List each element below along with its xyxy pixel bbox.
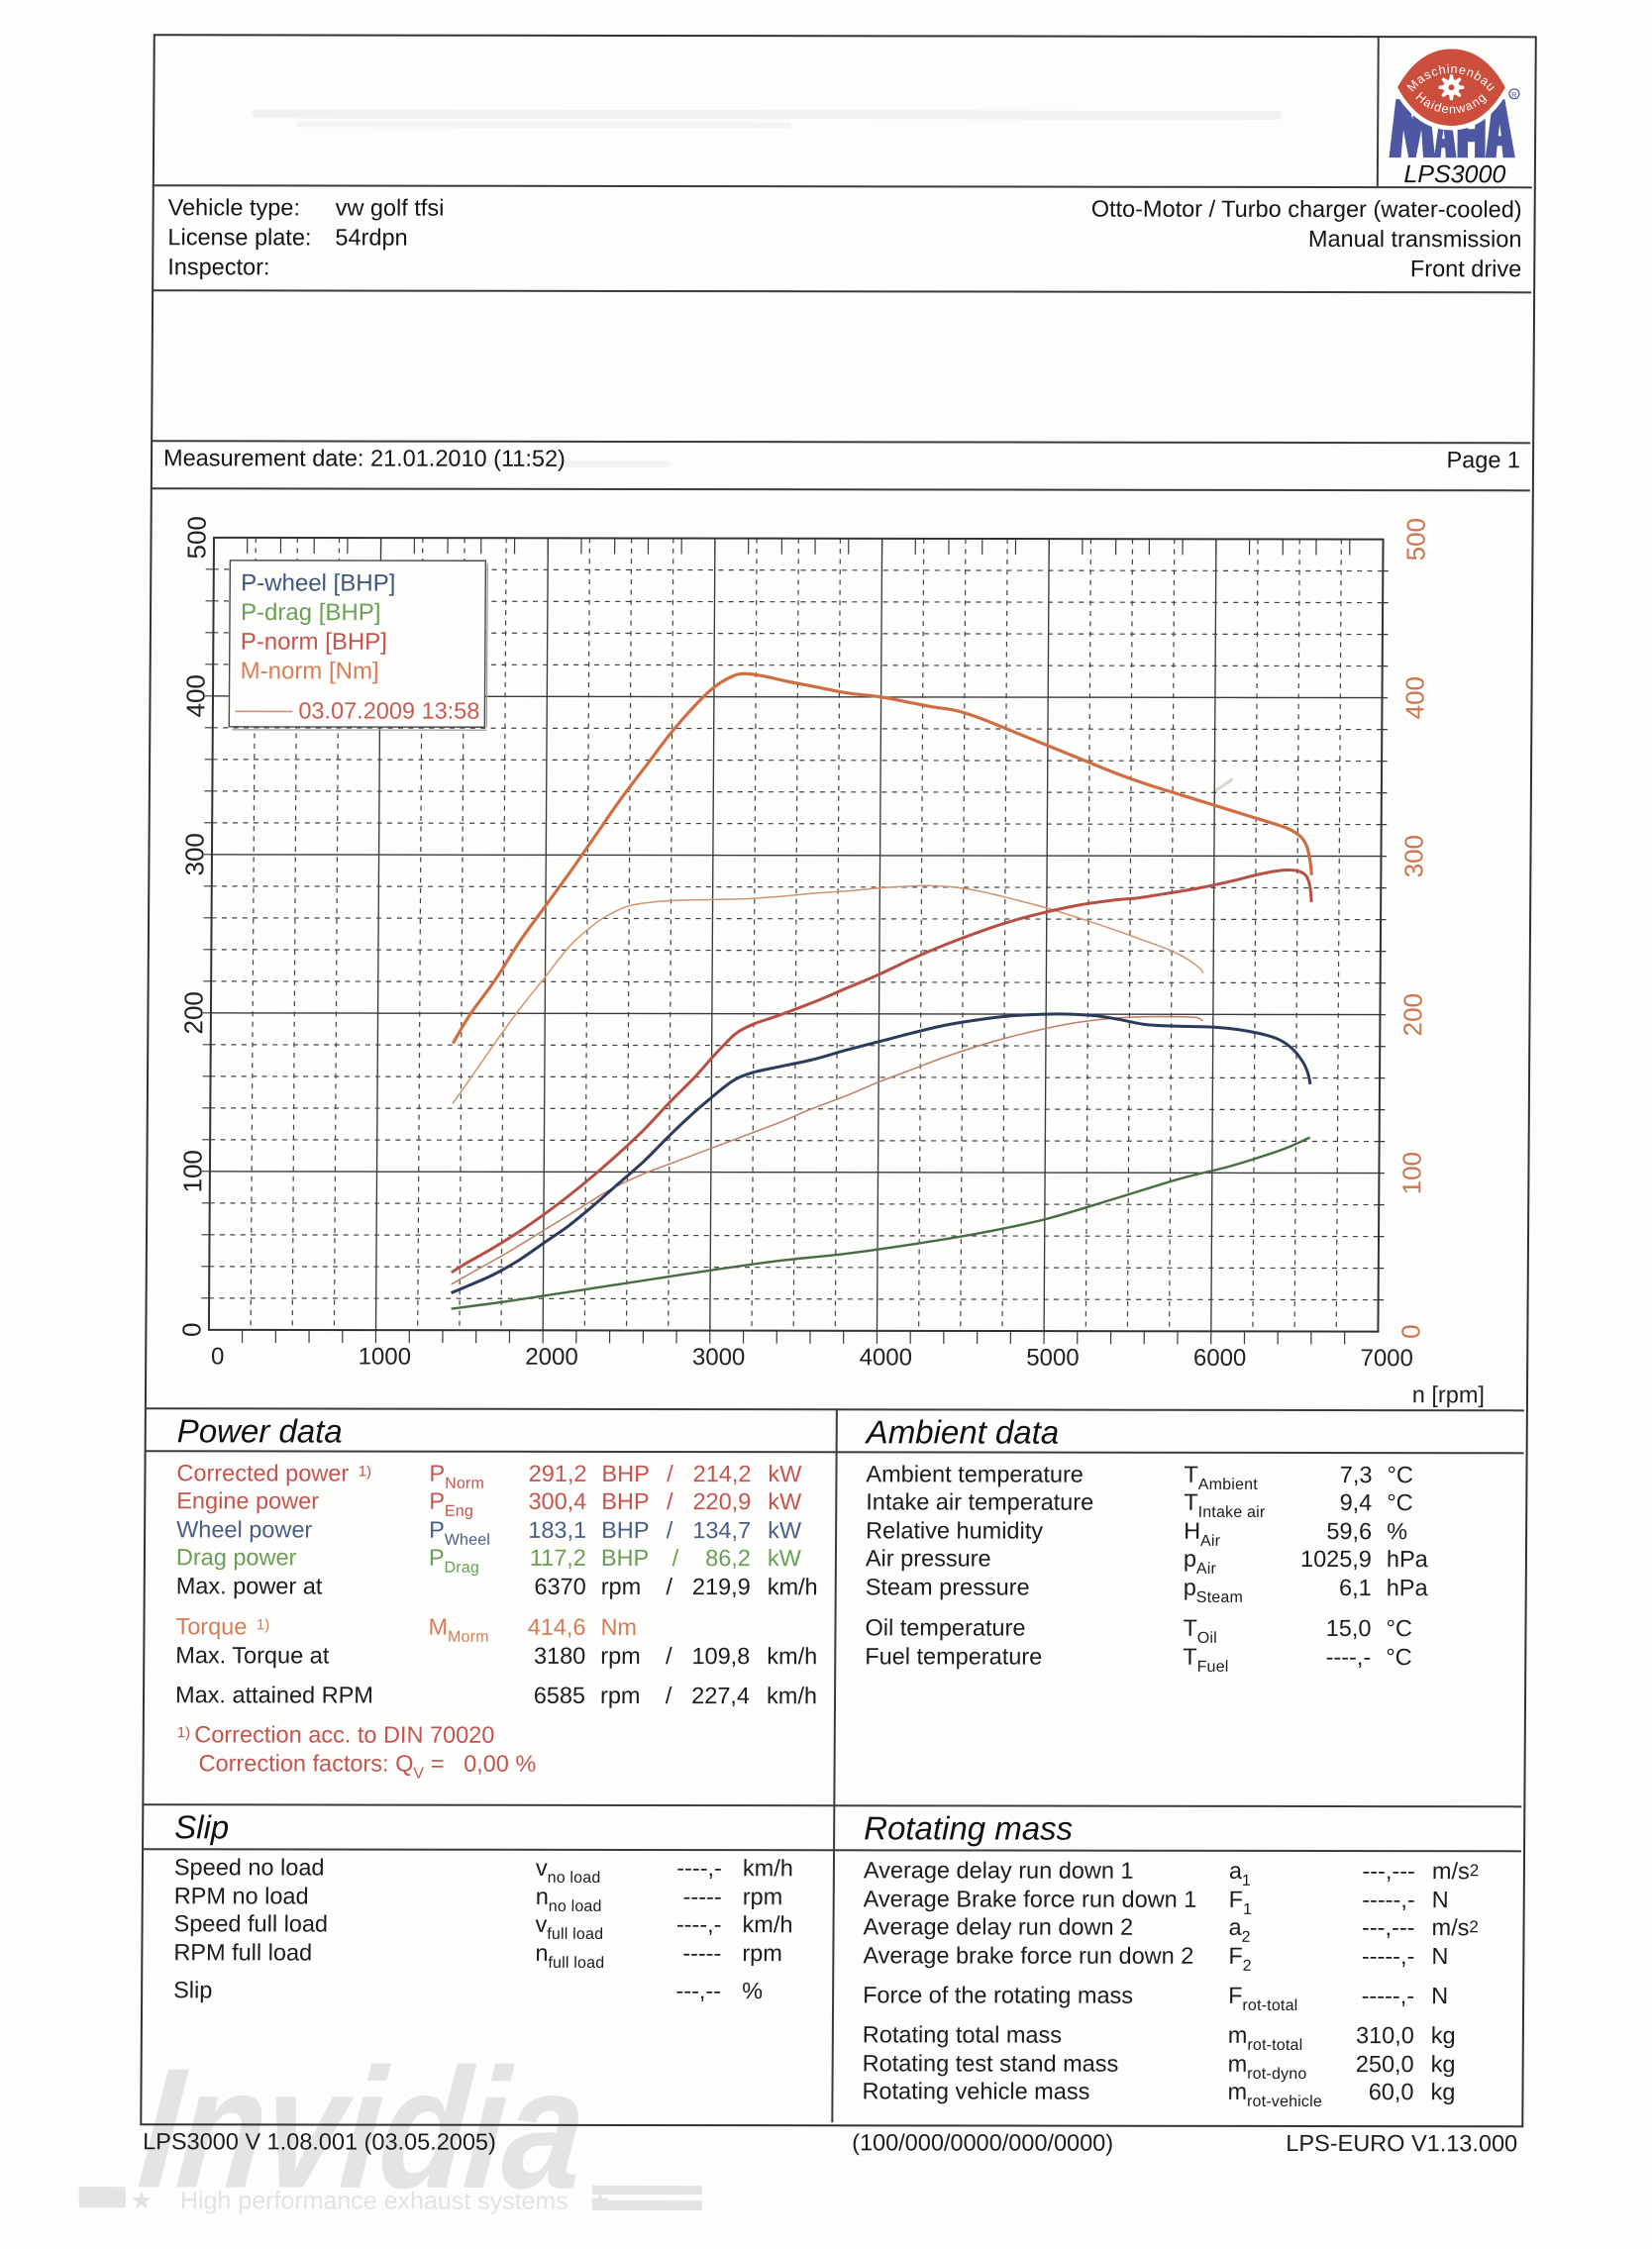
svg-text:400: 400 (180, 674, 210, 717)
svg-text:200: 200 (178, 991, 208, 1034)
svg-text:400: 400 (1399, 676, 1429, 719)
svg-text:P-drag [BHP]: P-drag [BHP] (241, 599, 381, 626)
svg-text:300: 300 (179, 833, 209, 875)
svg-text:03.07.2009 13:58: 03.07.2009 13:58 (298, 697, 479, 723)
svg-text:300: 300 (1398, 835, 1428, 877)
svg-text:100: 100 (1396, 1152, 1426, 1194)
svg-text:0: 0 (176, 1323, 206, 1338)
svg-text:5000: 5000 (1026, 1345, 1080, 1372)
svg-text:1000: 1000 (359, 1344, 412, 1371)
svg-text:0: 0 (1395, 1324, 1425, 1339)
svg-text:200: 200 (1397, 993, 1427, 1036)
svg-text:3000: 3000 (692, 1344, 746, 1371)
svg-text:R: R (1511, 90, 1517, 99)
svg-text:2000: 2000 (525, 1344, 578, 1371)
svg-text:n [rpm]: n [rpm] (1412, 1381, 1485, 1407)
svg-text:500: 500 (1400, 518, 1430, 561)
svg-text:7000: 7000 (1360, 1345, 1413, 1372)
svg-text:100: 100 (177, 1150, 207, 1192)
svg-text:4000: 4000 (860, 1344, 913, 1371)
svg-text:P-norm [BHP]: P-norm [BHP] (241, 629, 387, 656)
svg-text:500: 500 (181, 516, 211, 559)
svg-text:M-norm [Nm]: M-norm [Nm] (241, 658, 379, 684)
svg-text:6000: 6000 (1193, 1345, 1247, 1372)
svg-text:P-wheel [BHP]: P-wheel [BHP] (241, 569, 395, 596)
svg-text:0: 0 (211, 1343, 225, 1370)
